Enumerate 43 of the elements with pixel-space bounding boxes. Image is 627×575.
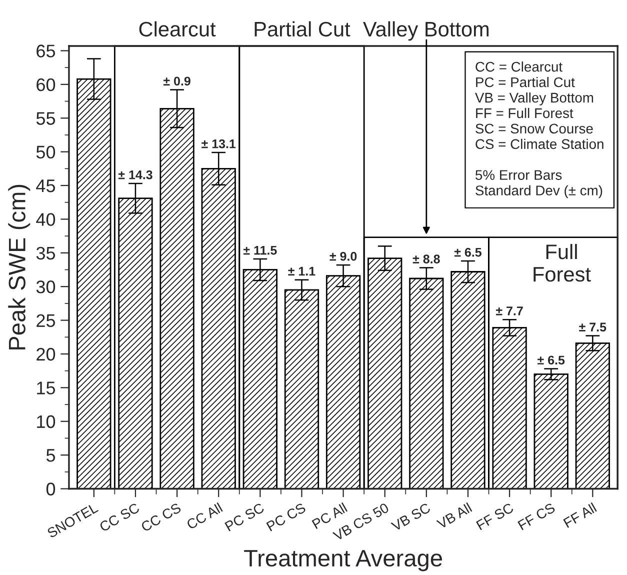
y-tick-label: 55 — [36, 112, 56, 125]
annotation: ± 6.5 — [538, 356, 565, 365]
annotation: ± 11.5 — [243, 246, 277, 255]
x-axis-title: Treatment Average — [244, 550, 442, 572]
y-tick-label: 35 — [36, 246, 56, 260]
text: CC = Clearcut PC = Partial Cut VB = Valley Bottom FF = Full Forest SC = Snow Course CS = Climate Station 5% Error Bars Standard Dev (± cm) — [475, 61, 604, 198]
annotation: ± 14.3 — [118, 170, 152, 180]
text: Valley Bottom — [363, 21, 489, 41]
bar — [534, 373, 568, 489]
x-tick-label: FF SC — [476, 502, 514, 530]
x-tick-label: PC CS — [266, 502, 306, 532]
annotation: ± 7.7 — [496, 306, 523, 316]
x-tick-label: CC All — [186, 502, 223, 530]
annotation: ± 6.5 — [454, 248, 482, 257]
x-tick-label: VB All — [436, 502, 472, 530]
y-tick-label: 65 — [36, 44, 56, 58]
annotation: ± 9.0 — [330, 252, 357, 261]
y-tick-label: 15 — [37, 382, 56, 394]
annotation: ± 1.1 — [288, 266, 316, 276]
x-tick-label: CC CS — [140, 502, 182, 532]
annotation: ± 7.5 — [579, 322, 606, 332]
x-tick-label: VB SC — [390, 502, 432, 532]
y-tick-label: 5 — [46, 449, 56, 462]
y-tick-label: 60 — [36, 78, 56, 92]
annotation: ± 13.1 — [202, 139, 236, 148]
x-tick-label: CC SC — [98, 502, 140, 532]
y-tick-label: 45 — [36, 180, 56, 192]
annotation: Full Forest — [534, 244, 591, 282]
y-tick-label: 10 — [37, 415, 56, 428]
annotation: ± 8.8 — [412, 254, 440, 264]
x-tick-label: FF All — [562, 502, 597, 528]
text: Partial Cut — [254, 21, 350, 37]
y-tick-label: 40 — [36, 213, 56, 226]
y-tick-label: 30 — [36, 280, 56, 294]
annotation: ± 0.9 — [163, 76, 190, 86]
y-tick-label: 0 — [46, 482, 56, 496]
x-tick-label: FF CS — [518, 502, 556, 530]
y-tick-label: 20 — [36, 348, 56, 361]
y-axis-title: Peak SWE (cm) — [8, 184, 30, 350]
text: Clearcut — [139, 21, 216, 37]
y-tick-label: 25 — [36, 314, 56, 327]
y-tick-label: 50 — [36, 146, 56, 159]
x-tick-label: PC SC — [224, 502, 265, 532]
